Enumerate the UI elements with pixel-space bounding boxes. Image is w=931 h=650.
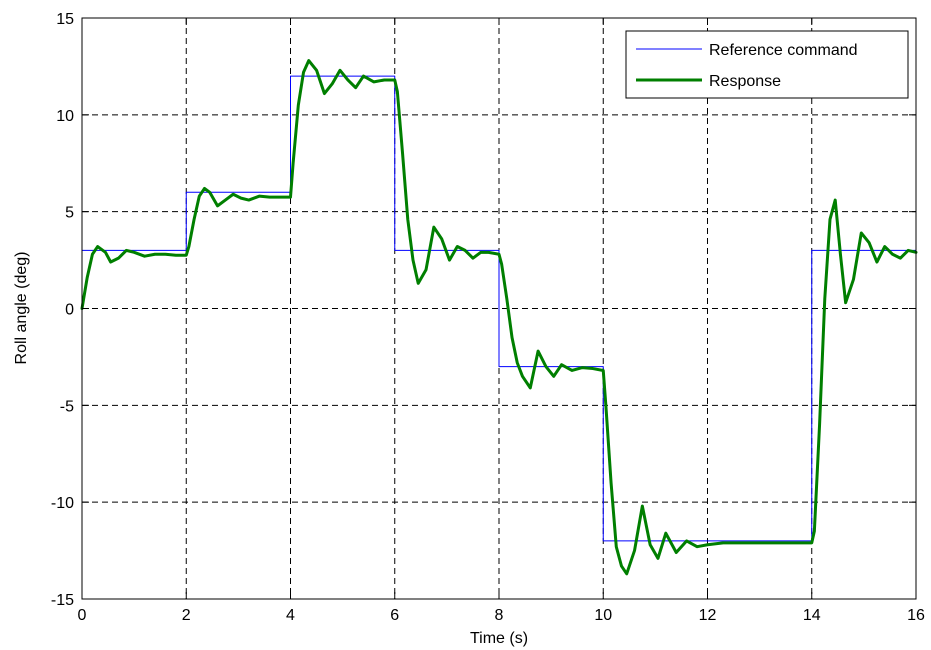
legend-box <box>625 30 909 99</box>
y-tick-label: -10 <box>51 495 74 512</box>
y-axis-title: Roll angle (deg) <box>13 252 30 365</box>
y-tick-label: 5 <box>65 205 74 222</box>
series-layer <box>80 59 918 576</box>
x-tick-label: 4 <box>286 607 295 624</box>
y-tick-label: -15 <box>51 592 74 609</box>
y-tick-label: 10 <box>56 108 74 125</box>
y-tick-label: -5 <box>60 398 74 415</box>
x-tick-label: 16 <box>907 607 925 624</box>
x-tick-label: 14 <box>803 607 821 624</box>
y-tick-label: 15 <box>56 11 74 28</box>
x-axis-title: Time (s) <box>470 630 528 647</box>
x-tick-label: 6 <box>390 607 399 624</box>
x-tick-label: 8 <box>495 607 504 624</box>
ticks <box>81 17 917 600</box>
x-tick-label: 2 <box>182 607 191 624</box>
series-line-response <box>80 59 918 576</box>
legend-label-response: Response <box>709 73 781 90</box>
tick-labels: 0 2 4 6 8 10 12 14 16 15 10 5 0 -5 -10 -15 <box>51 11 925 624</box>
legend: Reference command Response <box>625 30 909 99</box>
x-tick-label: 12 <box>699 607 717 624</box>
x-tick-label: 0 <box>78 607 87 624</box>
legend-label-reference: Reference command <box>709 42 858 59</box>
x-tick-label: 10 <box>594 607 612 624</box>
y-tick-label: 0 <box>65 302 74 319</box>
